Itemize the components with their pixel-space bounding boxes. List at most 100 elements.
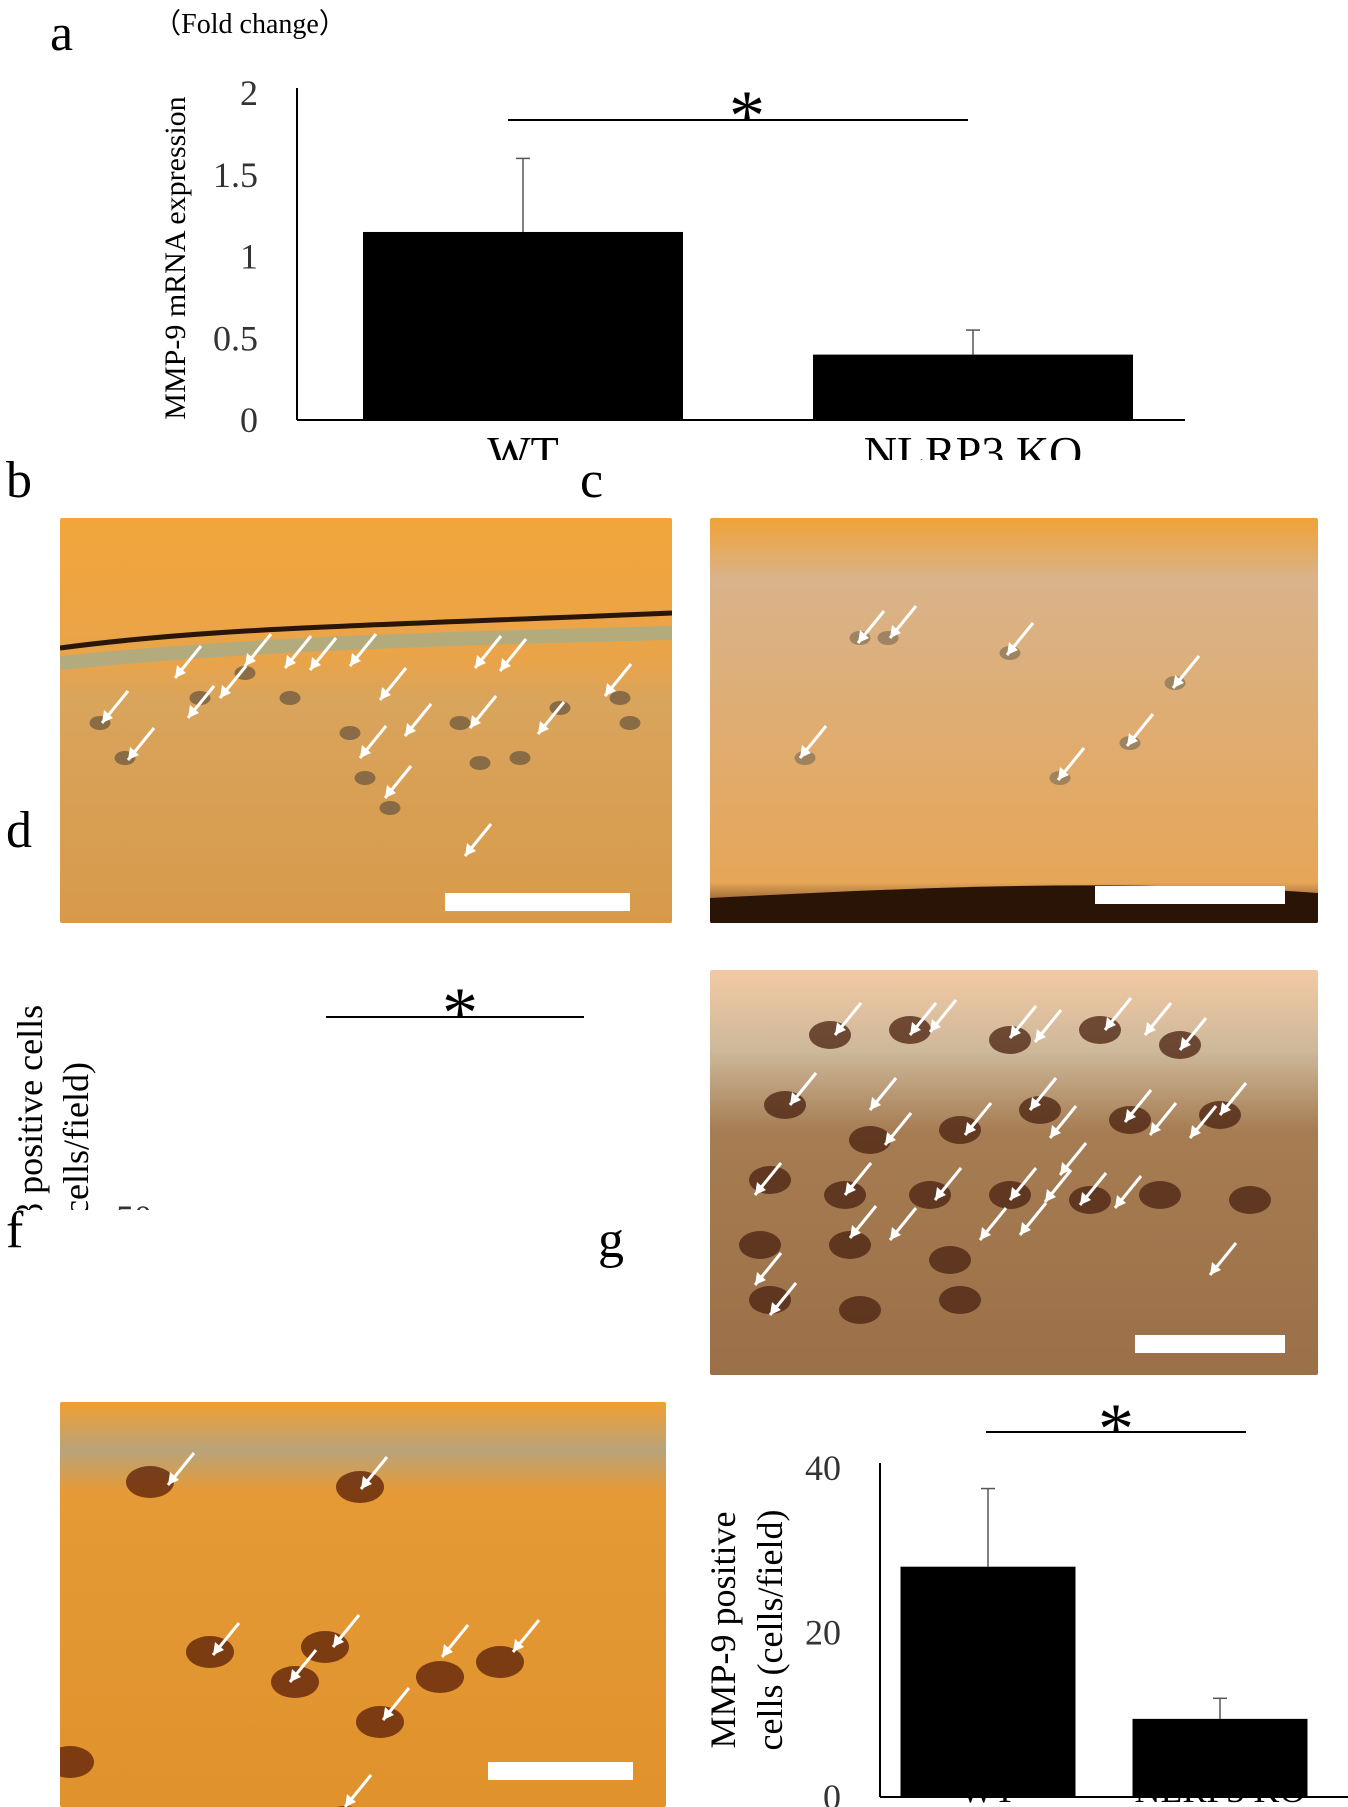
micrograph-b-image — [60, 518, 672, 923]
stained-cell — [749, 1166, 791, 1194]
micrograph-b — [60, 518, 672, 923]
arrow-head-icon — [800, 745, 811, 758]
arrow-head-icon — [1035, 1029, 1046, 1042]
stained-cell — [356, 1706, 404, 1738]
arrow-head-icon — [1210, 1262, 1221, 1275]
arrow-head-icon — [845, 1182, 856, 1195]
arrow-head-icon — [835, 1022, 846, 1035]
stained-cell — [1019, 1096, 1061, 1124]
arrow-head-icon — [1007, 642, 1018, 655]
arrow-head-icon — [1050, 1125, 1061, 1138]
arrow-head-icon — [1127, 733, 1138, 746]
y-tick-label: 0.5 — [213, 318, 258, 358]
arrow-head-icon — [470, 715, 481, 728]
bar — [813, 354, 1133, 420]
stained-cell — [449, 716, 471, 730]
arrow-head-icon — [245, 653, 256, 666]
y-tick-label: 50 — [116, 1198, 152, 1210]
arrow-head-icon — [310, 657, 321, 670]
arrow-head-icon — [361, 1476, 372, 1489]
stained-cell — [829, 1231, 871, 1259]
arrow-head-icon — [345, 1794, 356, 1807]
micrograph-c — [710, 518, 1318, 923]
stained-cell — [336, 1471, 384, 1503]
arrow-head-icon — [1058, 767, 1069, 780]
panel-letter-g: g — [598, 1212, 624, 1269]
y-axis-label-line2: (cells/field) — [56, 1062, 96, 1210]
scale-bar — [1135, 1335, 1285, 1353]
arrow-head-icon — [1150, 1122, 1161, 1135]
micrograph-e-image — [710, 970, 1318, 1375]
chart-a-mmp9-mrna: 0 0.5 1 1.5 2 WT NLRP3 KO * MMP-9 mRNA expressio… — [153, 8, 1185, 460]
arrow-head-icon — [188, 705, 199, 718]
stained-cell — [354, 771, 376, 785]
arrow-head-icon — [538, 721, 549, 734]
panel-letter-b: b — [6, 452, 32, 509]
arrow-head-icon — [930, 1019, 941, 1032]
stained-cell — [839, 1296, 881, 1324]
y-axis-label: MMP-9 mRNA expression — [159, 96, 192, 419]
arrow-head-icon — [885, 1132, 896, 1145]
x-category-label: WT — [960, 1770, 1016, 1807]
stained-cell — [1109, 1106, 1151, 1134]
y-axis-label-line1: MMP-9 positive — [703, 1511, 743, 1748]
y-tick-label: 1.5 — [213, 155, 258, 195]
arrow-head-icon — [1010, 1025, 1021, 1038]
scale-bar — [1095, 886, 1285, 904]
unit-label: （Fold change） — [153, 8, 347, 40]
arrow-head-icon — [890, 625, 901, 638]
stained-cell — [909, 1181, 951, 1209]
arrow-head-icon — [935, 1187, 946, 1200]
stained-cell — [476, 1646, 524, 1678]
arrow-head-icon — [168, 1472, 179, 1485]
panel-letter-f: f — [6, 1202, 24, 1259]
significance-star: * — [442, 973, 478, 1053]
arrow-head-icon — [1105, 1017, 1116, 1030]
arrow-head-icon — [870, 1097, 881, 1110]
stained-cell — [234, 666, 256, 680]
arrow-head-icon — [385, 785, 396, 798]
chart-g-mmp9-cells: 0 20 40 WT NLRP3 KO * MMP-9 positive cells (cel… — [703, 1389, 1348, 1807]
arrow-head-icon — [605, 683, 616, 696]
arrow-head-icon — [380, 687, 391, 700]
stained-cell — [794, 751, 816, 765]
arrow-head-icon — [513, 1639, 524, 1652]
arrow-head-icon — [1010, 1187, 1021, 1200]
stained-cell — [186, 1636, 234, 1668]
arrow-head-icon — [980, 1227, 991, 1240]
arrow-head-icon — [383, 1707, 394, 1720]
arrow-head-icon — [500, 658, 511, 671]
stained-cell — [739, 1231, 781, 1259]
stained-cell — [989, 1181, 1031, 1209]
stained-cell — [126, 1466, 174, 1498]
stained-cell — [849, 1126, 891, 1154]
stained-cell — [939, 1286, 981, 1314]
arrow-head-icon — [1080, 1192, 1091, 1205]
arrow-head-icon — [102, 710, 113, 723]
arrow-head-icon — [290, 1669, 301, 1682]
stained-cell — [929, 1246, 971, 1274]
stained-cell — [989, 1026, 1031, 1054]
arrow-head-icon — [442, 1644, 453, 1657]
y-tick-label: 0 — [823, 1777, 841, 1807]
arrow-head-icon — [1020, 1222, 1031, 1235]
stained-cell — [271, 1666, 319, 1698]
arrow-head-icon — [1190, 1125, 1201, 1138]
arrow-head-icon — [850, 1225, 861, 1238]
arrow-head-icon — [755, 1272, 766, 1285]
panel-letter-d: d — [6, 802, 32, 859]
micrograph-c-image — [710, 518, 1318, 923]
significance-star: * — [1098, 1389, 1134, 1469]
arrow-head-icon — [285, 655, 296, 668]
arrow-head-icon — [175, 665, 186, 678]
arrow-head-icon — [770, 1302, 781, 1315]
bar — [363, 231, 683, 420]
stained-cell — [619, 716, 641, 730]
stained-cell — [1159, 1031, 1201, 1059]
bar — [1132, 1718, 1308, 1797]
arrow-head-icon — [465, 843, 476, 856]
stained-cell — [1229, 1186, 1271, 1214]
stained-cell — [279, 691, 301, 705]
arrow-head-icon — [405, 723, 416, 736]
significance-star: * — [729, 76, 765, 156]
